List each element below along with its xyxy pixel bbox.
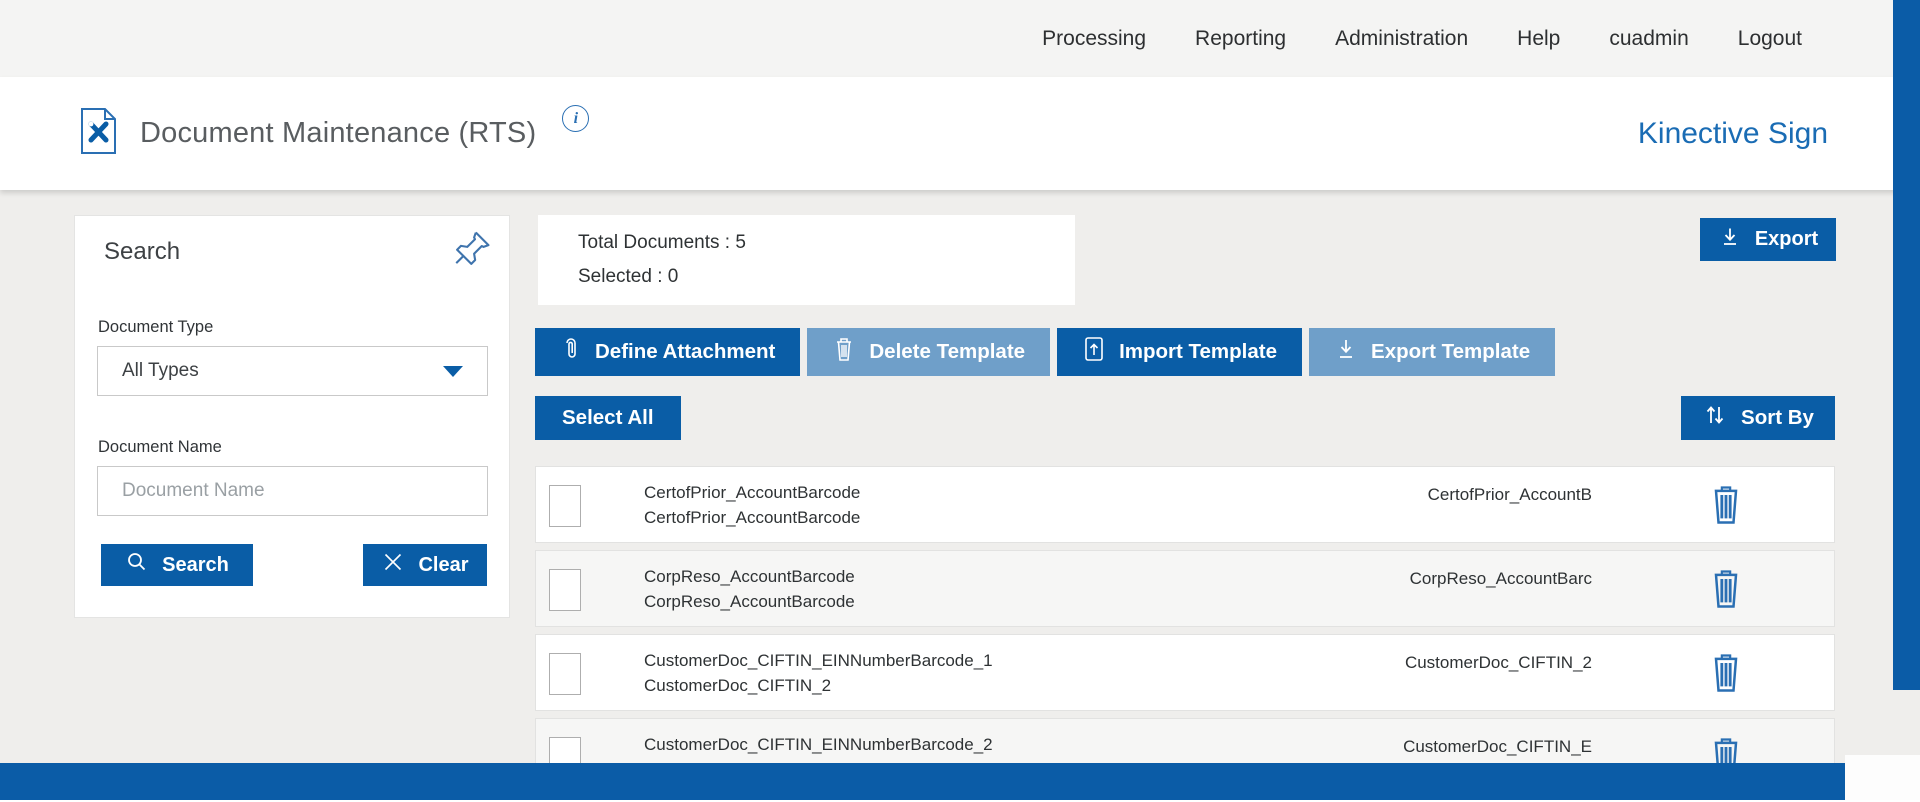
search-panel-title: Search (104, 238, 181, 265)
pushpin-icon[interactable] (451, 228, 493, 275)
delete-template-label: Delete Template (869, 340, 1026, 363)
template-toolbar: Define Attachment Delete Template Import… (535, 328, 1556, 376)
document-name-line2: CertofPrior_AccountBarcode (644, 508, 861, 527)
bottom-right-corner (1845, 755, 1920, 800)
trash-icon (832, 335, 856, 369)
import-template-button[interactable]: Import Template (1057, 328, 1303, 376)
document-names: CustomerDoc_CIFTIN_EINNumberBarcode_1 Cu… (644, 648, 993, 698)
select-all-label: Select All (562, 406, 654, 429)
document-names: CorpReso_AccountBarcode CorpReso_Account… (644, 564, 855, 614)
nav-item-logout[interactable]: Logout (1737, 26, 1802, 50)
clear-button[interactable]: Clear (363, 544, 487, 586)
x-icon (381, 550, 405, 580)
up-down-arrows-icon (1702, 402, 1728, 434)
export-button[interactable]: Export (1700, 218, 1836, 261)
document-type-value: CustomerDoc_CIFTIN_E (1403, 737, 1592, 756)
table-row: CustomerDoc_CIFTIN_EINNumberBarcode_1 Cu… (535, 634, 1835, 711)
document-name-line1: CustomerDoc_CIFTIN_EINNumberBarcode_1 (644, 651, 993, 670)
document-type-value: All Types (122, 360, 199, 381)
document-name-line1: CertofPrior_AccountBarcode (644, 483, 861, 502)
search-panel: Search Document Type All Types Document … (74, 215, 510, 618)
trash-icon[interactable] (1706, 565, 1746, 618)
import-template-label: Import Template (1119, 340, 1278, 363)
document-name-line2: CustomerDoc_CIFTIN_2 (644, 676, 832, 695)
right-accent-stripe (1893, 0, 1920, 690)
page-header: Document Maintenance (RTS) i Kinective S… (0, 77, 1920, 190)
export-template-label: Export Template (1371, 340, 1531, 363)
header-left: Document Maintenance (RTS) i (78, 105, 590, 160)
total-documents-text: Total Documents : 5 (578, 232, 746, 253)
info-icon[interactable]: i (562, 105, 590, 132)
content-area: Search Document Type All Types Document … (0, 190, 1920, 800)
define-attachment-label: Define Attachment (595, 340, 776, 363)
summary-box: Total Documents : 5 Selected : 0 (538, 215, 1075, 305)
sort-by-button[interactable]: Sort By (1681, 396, 1835, 440)
trash-icon[interactable] (1706, 649, 1746, 702)
document-type-value: CorpReso_AccountBarc (1409, 569, 1592, 588)
chevron-down-icon (443, 365, 463, 377)
document-name-input[interactable] (97, 466, 488, 516)
trash-icon[interactable] (1706, 481, 1746, 534)
search-button-label: Search (162, 553, 229, 576)
row-checkbox[interactable] (549, 569, 581, 611)
search-button[interactable]: Search (101, 544, 253, 586)
nav-item-administration[interactable]: Administration (1335, 26, 1469, 50)
nav-item-reporting[interactable]: Reporting (1195, 26, 1287, 50)
document-name-line2: CorpReso_AccountBarcode (644, 592, 855, 611)
define-attachment-button[interactable]: Define Attachment (535, 328, 801, 376)
top-nav: Processing Reporting Administration Help… (0, 0, 1920, 77)
document-tools-icon (78, 107, 118, 160)
document-type-value: CertofPrior_AccountB (1427, 485, 1592, 504)
document-type-select[interactable]: All Types (97, 346, 488, 396)
delete-template-button[interactable]: Delete Template (807, 328, 1051, 376)
magnifier-icon (125, 550, 149, 580)
brand-text: Kinective Sign (1637, 116, 1828, 150)
document-list: CertofPrior_AccountBarcode CertofPrior_A… (535, 466, 1835, 802)
table-row: CorpReso_AccountBarcode CorpReso_Account… (535, 550, 1835, 627)
nav-item-processing[interactable]: Processing (1042, 26, 1147, 50)
nav-item-cuadmin[interactable]: cuadmin (1609, 26, 1689, 50)
export-button-label: Export (1754, 228, 1819, 250)
export-template-button[interactable]: Export Template (1309, 328, 1556, 376)
sort-by-label: Sort By (1741, 406, 1814, 429)
selected-count-text: Selected : 0 (578, 266, 679, 287)
nav-item-help[interactable]: Help (1517, 26, 1561, 50)
document-name-line1: CustomerDoc_CIFTIN_EINNumberBarcode_2 (644, 735, 993, 754)
document-name-label: Document Name (98, 438, 222, 456)
document-type-label: Document Type (98, 318, 214, 336)
clear-button-label: Clear (418, 553, 469, 576)
bottom-accent-bar (0, 763, 1845, 800)
page-title: Document Maintenance (RTS) (140, 117, 537, 149)
document-names: CertofPrior_AccountBarcode CertofPrior_A… (644, 480, 860, 530)
paperclip-icon (560, 336, 582, 368)
document-type-value: CustomerDoc_CIFTIN_2 (1404, 653, 1592, 672)
row-checkbox[interactable] (549, 653, 581, 695)
download-icon (1334, 336, 1358, 368)
row-checkbox[interactable] (549, 485, 581, 527)
page-upload-icon (1082, 335, 1106, 369)
table-row: CertofPrior_AccountBarcode CertofPrior_A… (535, 466, 1835, 543)
download-icon (1718, 225, 1742, 255)
document-name-line1: CorpReso_AccountBarcode (644, 567, 855, 586)
select-all-button[interactable]: Select All (535, 396, 681, 440)
